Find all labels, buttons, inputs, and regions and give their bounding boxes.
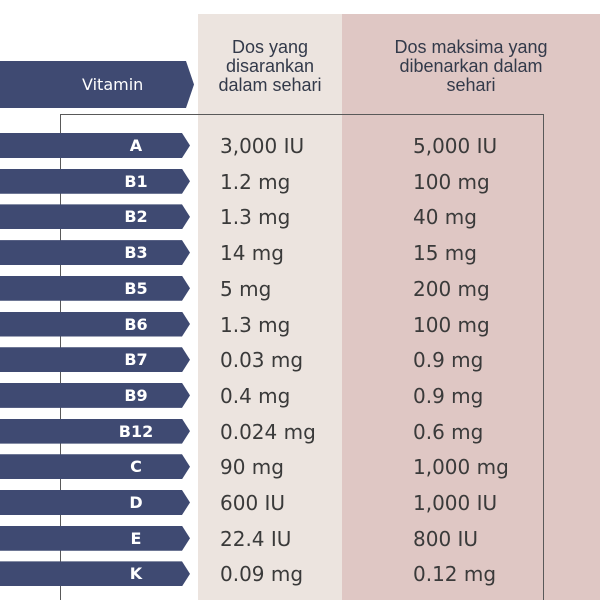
recommended-dose-cell: 22.4 IU: [220, 526, 292, 551]
recommended-dose-cell: 3,000 IU: [220, 134, 305, 158]
vitamin-name: K: [129, 564, 143, 584]
vitamin-tag: A: [0, 133, 190, 158]
table-row: B9 0.4 mg 0.9 mg: [0, 383, 600, 411]
vitamin-header-label: Vitamin: [82, 75, 144, 94]
table-row: B3 14 mg 15 mg: [0, 240, 600, 268]
vitamin-tag: D: [0, 490, 190, 515]
maximum-dose-cell: 0.6 mg: [413, 419, 484, 444]
vitamin-tag: C: [0, 454, 190, 479]
vitamin-name: B12: [118, 421, 154, 441]
vitamin-name: B2: [124, 207, 148, 227]
maximum-dose-cell: 800 IU: [413, 526, 479, 551]
vitamin-name: C: [130, 457, 142, 477]
vitamin-name: D: [129, 493, 143, 512]
vitamin-name: B5: [124, 278, 148, 298]
vitamin-tag: B6: [0, 312, 190, 337]
recommended-header-line: dalam sehari: [218, 75, 322, 95]
maximum-dose-cell: 5,000 IU: [413, 134, 498, 158]
recommended-dose-cell: 600 IU: [220, 491, 286, 515]
table-row: A 3,000 IU 5,000 IU: [0, 133, 600, 161]
vitamin-tag: K: [0, 561, 190, 586]
vitamin-name: E: [130, 528, 142, 548]
maximum-dose-cell: 1,000 mg: [413, 455, 509, 480]
vitamin-tag: B1: [0, 169, 190, 194]
recommended-dose-header: Dos yang disarankan dalam sehari: [198, 38, 342, 95]
table-row: C 90 mg 1,000 mg: [0, 454, 600, 482]
vitamin-tag: E: [0, 526, 190, 551]
recommended-dose-cell: 1.3 mg: [220, 205, 291, 230]
table-row: B2 1.3 mg 40 mg: [0, 204, 600, 232]
table-row: B5 5 mg 200 mg: [0, 276, 600, 304]
table-row: B1 1.2 mg 100 mg: [0, 169, 600, 197]
vitamin-header-tag: Vitamin: [0, 61, 194, 108]
maximum-dose-cell: 15 mg: [413, 241, 477, 266]
maximum-dose-cell: 0.9 mg: [413, 383, 484, 408]
recommended-dose-cell: 5 mg: [220, 276, 272, 301]
vitamin-tag: B3: [0, 240, 190, 265]
recommended-column-background: [198, 14, 342, 600]
recommended-dose-cell: 0.03 mg: [220, 348, 304, 373]
recommended-dose-cell: 1.3 mg: [220, 312, 291, 337]
table-row: B7 0.03 mg 0.9 mg: [0, 347, 600, 375]
recommended-dose-cell: 1.2 mg: [220, 169, 291, 194]
table-row: B12 0.024 mg 0.6 mg: [0, 419, 600, 447]
vitamin-name: B6: [124, 314, 148, 334]
maximum-dose-cell: 100 mg: [413, 169, 490, 194]
table-row: K 0.09 mg 0.12 mg: [0, 561, 600, 589]
vitamin-tag: B9: [0, 383, 190, 408]
vitamin-tag: B12: [0, 419, 190, 444]
table-row: E 22.4 IU 800 IU: [0, 526, 600, 554]
recommended-header-line: disarankan: [225, 56, 315, 76]
recommended-dose-cell: 0.09 mg: [220, 562, 304, 587]
vitamin-tag: B2: [0, 204, 190, 229]
maximum-dose-cell: 0.9 mg: [413, 348, 484, 373]
maximum-header-line: Dos maksima yang: [394, 37, 548, 57]
recommended-dose-cell: 0.024 mg: [220, 419, 316, 444]
vitamin-name: A: [129, 136, 143, 155]
recommended-dose-cell: 90 mg: [220, 455, 284, 480]
table-row: D 600 IU 1,000 IU: [0, 490, 600, 518]
recommended-dose-cell: 0.4 mg: [220, 383, 291, 408]
maximum-dose-cell: 1,000 IU: [413, 491, 498, 515]
table-row: B6 1.3 mg 100 mg: [0, 312, 600, 340]
vitamin-tag: B5: [0, 276, 190, 301]
vitamin-name: B7: [124, 350, 148, 370]
vitamin-name: B3: [124, 243, 148, 263]
maximum-header-line: dibenarkan dalam: [399, 56, 543, 76]
maximum-dose-header: Dos maksima yang dibenarkan dalam sehari: [342, 38, 600, 95]
maximum-dose-cell: 100 mg: [413, 312, 490, 337]
maximum-header-line: sehari: [446, 75, 496, 95]
vitamin-name: B9: [124, 385, 148, 405]
maximum-dose-cell: 40 mg: [413, 205, 477, 230]
recommended-header-line: Dos yang: [231, 37, 309, 57]
recommended-dose-cell: 14 mg: [220, 241, 284, 266]
vitamin-name: B1: [124, 171, 148, 191]
maximum-column-background: [342, 14, 600, 600]
maximum-dose-cell: 0.12 mg: [413, 562, 497, 587]
maximum-dose-cell: 200 mg: [413, 276, 490, 301]
vitamin-tag: B7: [0, 347, 190, 372]
